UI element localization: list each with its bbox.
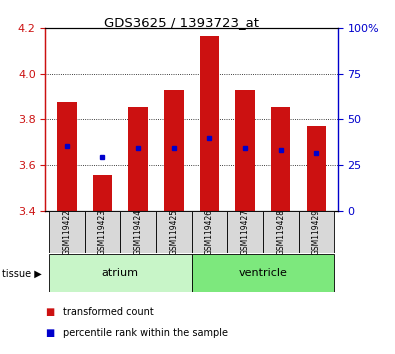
Bar (93, 175, 112, 211)
Bar (57, 102, 77, 211)
Text: GSM119422: GSM119422 (62, 209, 71, 255)
Bar (235, 90, 255, 211)
Text: GSM119423: GSM119423 (98, 209, 107, 255)
Bar (49, 254, 192, 292)
Text: GSM119428: GSM119428 (276, 209, 285, 255)
Bar (307, 126, 326, 211)
Bar (49, 211, 85, 253)
Bar (192, 254, 334, 292)
Text: transformed count: transformed count (63, 307, 154, 317)
Bar (299, 211, 334, 253)
Text: percentile rank within the sample: percentile rank within the sample (63, 329, 228, 338)
Bar (192, 211, 227, 253)
Text: tissue ▶: tissue ▶ (2, 268, 42, 278)
Text: GSM119426: GSM119426 (205, 209, 214, 255)
Text: GSM119424: GSM119424 (134, 209, 143, 255)
Text: ■: ■ (45, 329, 55, 338)
Text: atrium: atrium (102, 268, 139, 278)
Text: ventricle: ventricle (239, 268, 287, 278)
Bar (120, 211, 156, 253)
Text: GSM119427: GSM119427 (241, 209, 250, 255)
Bar (227, 211, 263, 253)
Bar (164, 90, 184, 211)
Bar (263, 211, 299, 253)
Bar (85, 211, 120, 253)
Bar (199, 36, 219, 211)
Text: GSM119429: GSM119429 (312, 209, 321, 255)
Bar (271, 107, 290, 211)
Text: ■: ■ (45, 307, 55, 317)
Bar (156, 211, 192, 253)
Text: GSM119425: GSM119425 (169, 209, 178, 255)
Text: GDS3625 / 1393723_at: GDS3625 / 1393723_at (104, 16, 259, 29)
Bar (128, 107, 148, 211)
